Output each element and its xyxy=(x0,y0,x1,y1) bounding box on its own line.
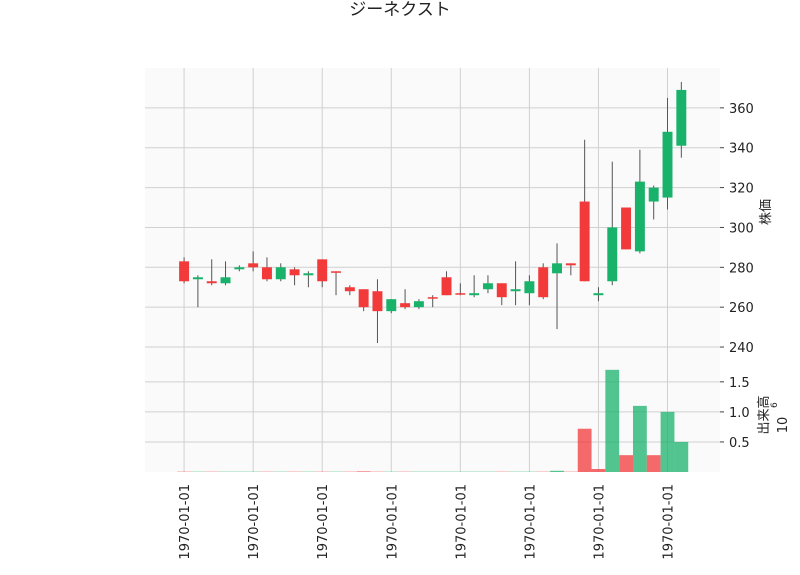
candle-body xyxy=(579,201,590,282)
volume-bar xyxy=(577,428,592,472)
volume-tick-label: 1.5 xyxy=(729,376,750,391)
x-tick-label: 1970-01-01 xyxy=(247,484,262,560)
y-tick-label: 300 xyxy=(729,221,754,236)
candle-body xyxy=(289,269,300,276)
price-panel xyxy=(145,68,720,356)
x-tick-label: 1970-01-01 xyxy=(454,484,469,560)
volume-offset-exponent: 6 xyxy=(770,402,780,408)
candle-body xyxy=(206,281,217,284)
candle-body xyxy=(179,261,190,282)
candle-body xyxy=(400,303,411,308)
y-tick-label: 240 xyxy=(729,341,754,356)
volume-panel xyxy=(145,356,720,472)
y-tick-label: 360 xyxy=(729,102,754,117)
candle-body xyxy=(220,277,231,284)
volume-axis-label: 出来高 xyxy=(756,395,772,434)
x-tick-label: 1970-01-01 xyxy=(385,484,400,560)
candle-body xyxy=(303,273,314,276)
candle-body xyxy=(358,289,369,308)
y-tick-label: 280 xyxy=(729,261,754,276)
volume-offset-base: 10 xyxy=(776,417,791,434)
x-tick-label: 1970-01-01 xyxy=(523,484,538,560)
y-tick-label: 320 xyxy=(729,182,754,197)
volume-tick-label: 1.0 xyxy=(729,406,750,421)
candle-body xyxy=(275,267,286,280)
volume-bar xyxy=(356,471,371,472)
candle-body xyxy=(372,291,383,312)
candle-body xyxy=(192,277,203,280)
candle-body xyxy=(662,131,673,198)
candle-body xyxy=(344,287,355,292)
volume-bar xyxy=(674,441,689,472)
y-tick-label: 260 xyxy=(729,301,754,316)
candle-body xyxy=(234,267,245,270)
volume-bar xyxy=(605,369,620,472)
candle-body xyxy=(524,281,535,294)
volume-bar xyxy=(591,468,606,472)
candle-body xyxy=(441,277,452,296)
candle-body xyxy=(482,283,493,290)
candle-body xyxy=(538,267,549,298)
candle-body xyxy=(676,89,687,146)
candle-body xyxy=(510,289,521,292)
y-axis-label: 株価 xyxy=(759,199,774,225)
volume-bar xyxy=(619,455,633,472)
x-tick-label: 1970-01-01 xyxy=(178,484,193,560)
candle-body xyxy=(496,283,507,298)
volume-bar xyxy=(550,470,564,472)
candle-body xyxy=(427,297,438,299)
candle-body xyxy=(648,187,659,202)
x-tick-label: 1970-01-01 xyxy=(316,484,331,560)
volume-bar xyxy=(646,455,661,472)
candle-body xyxy=(248,263,259,268)
candle-body xyxy=(331,271,341,273)
candle-body xyxy=(455,293,466,295)
candle-body xyxy=(386,299,397,312)
candle-body xyxy=(552,263,562,274)
chart-title: ジーネクスト xyxy=(349,0,451,20)
candle-body xyxy=(413,301,424,308)
candle-body xyxy=(261,267,272,280)
x-tick-label: 1970-01-01 xyxy=(592,484,607,560)
candle-body xyxy=(565,263,576,266)
y-tick-label: 340 xyxy=(729,142,754,157)
candle-body xyxy=(469,293,480,296)
candle-body xyxy=(621,207,632,250)
x-tick-label: 1970-01-01 xyxy=(662,484,677,560)
volume-bar xyxy=(632,405,647,472)
candle-body xyxy=(607,227,618,282)
candle-body xyxy=(317,259,328,282)
candle-body xyxy=(593,293,604,296)
volume-tick-label: 0.5 xyxy=(729,436,750,451)
candle-body xyxy=(634,181,645,252)
volume-bar xyxy=(660,411,675,472)
